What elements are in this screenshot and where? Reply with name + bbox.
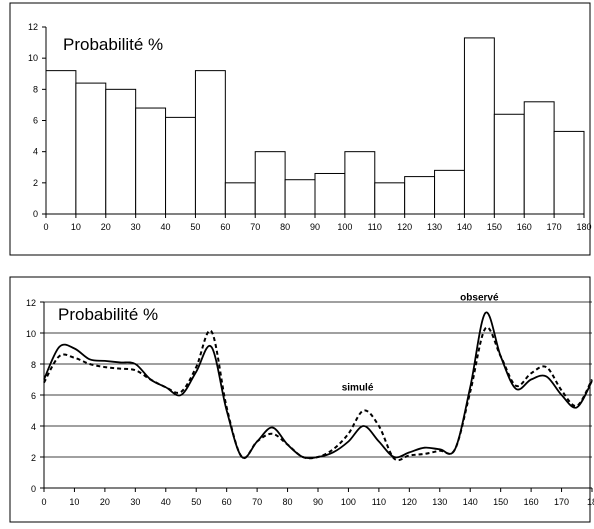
histogram-x-tick-label: 140 xyxy=(457,222,472,232)
histogram-bar xyxy=(523,101,555,215)
line-chart-y-tick-label: 12 xyxy=(26,298,36,308)
line-chart-x-tick-label: 160 xyxy=(524,497,539,507)
line-chart-annotation: observé xyxy=(460,292,499,303)
line-chart-y-tick-label: 8 xyxy=(31,360,36,370)
histogram-y-tick-label: 8 xyxy=(33,84,38,94)
histogram-bar xyxy=(404,176,436,215)
histogram-x-tick-label: 80 xyxy=(280,222,290,232)
histogram-title: Probabilité % xyxy=(63,35,163,54)
histogram-x-tick-label: 20 xyxy=(101,222,111,232)
line-chart-y-tick-label: 4 xyxy=(31,422,36,432)
line-chart-axes xyxy=(40,301,593,492)
histogram-bar xyxy=(434,169,465,215)
histogram-bar xyxy=(254,151,286,215)
histogram-y-tick-label: 4 xyxy=(33,147,38,157)
line-chart-y-tick-label: 2 xyxy=(31,453,36,463)
line-chart-frame xyxy=(9,276,591,523)
line-chart-x-tick-label: 18 xyxy=(587,497,594,507)
histogram-bar xyxy=(75,82,107,215)
histogram-y-tick-label: 0 xyxy=(33,209,38,219)
line-chart-x-tick-label: 60 xyxy=(222,497,232,507)
histogram-x-tick-label: 100 xyxy=(337,222,352,232)
line-chart-x-tick-label: 10 xyxy=(69,497,79,507)
histogram-x-tick-label: 180 xyxy=(576,222,591,232)
histogram-x-tick-label: 130 xyxy=(427,222,442,232)
histogram-bar xyxy=(344,151,376,215)
histogram-bar xyxy=(463,37,495,215)
line-chart-series xyxy=(43,311,593,462)
histogram-x-tick-label: 150 xyxy=(487,222,502,232)
line-chart-x-tick-label: 110 xyxy=(372,497,386,507)
histogram-bar xyxy=(314,172,346,215)
histogram-y-tick-label: 6 xyxy=(33,116,38,126)
histogram-y-tick-label: 10 xyxy=(28,53,38,63)
histogram-x-tick-label: 170 xyxy=(547,222,562,232)
histogram-x-tick-label: 160 xyxy=(517,222,532,232)
line-chart-title: Probabilité % xyxy=(58,305,158,324)
line-chart-y-tick-label: 10 xyxy=(26,329,36,339)
line-chart-y-tick-label: 6 xyxy=(31,391,36,401)
line-chart-x-tick-label: 70 xyxy=(252,497,262,507)
line-chart-x-tick-label: 20 xyxy=(100,497,110,507)
histogram-x-tick-label: 30 xyxy=(131,222,141,232)
line-chart-x-tick-label: 90 xyxy=(313,497,323,507)
histogram-x-tick-label: 120 xyxy=(397,222,412,232)
histogram-bar xyxy=(284,179,316,215)
histogram-bar xyxy=(105,88,137,215)
histogram-x-tick-label: 60 xyxy=(220,222,230,232)
line-chart-x-tick-label: 30 xyxy=(130,497,140,507)
line-chart-y-tick-label: 0 xyxy=(31,484,36,494)
histogram-y-tick-label: 12 xyxy=(28,22,38,32)
histogram-bar xyxy=(374,182,406,215)
histogram-bar xyxy=(553,130,585,215)
line-chart-x-tick-label: 0 xyxy=(41,497,46,507)
line-chart-annotations: observé simulé xyxy=(342,292,499,393)
histogram-x-tick-label: 70 xyxy=(250,222,260,232)
histogram-y-tick-label: 2 xyxy=(33,178,38,188)
line-chart-x-tick-label: 100 xyxy=(341,497,356,507)
line-chart-x-tick-label: 150 xyxy=(493,497,508,507)
histogram-bar xyxy=(194,70,226,215)
histogram-bar xyxy=(493,113,525,215)
line-chart-x-tick-label: 50 xyxy=(191,497,201,507)
line-chart-x-tick-label: 80 xyxy=(283,497,293,507)
histogram-x-tick-label: 10 xyxy=(71,222,81,232)
line-chart-x-tick-label: 140 xyxy=(463,497,478,507)
histogram-x-tick-label: 50 xyxy=(190,222,200,232)
histogram-x-tick-label: 90 xyxy=(310,222,320,232)
line-chart-x-tick-label: 120 xyxy=(402,497,417,507)
line-chart-annotation: simulé xyxy=(342,382,374,393)
histogram-x-tick-label: 110 xyxy=(368,222,382,232)
histogram-bar xyxy=(224,182,256,215)
histogram-bar xyxy=(135,107,167,215)
histogram-bar xyxy=(45,70,77,215)
histogram-bar xyxy=(165,116,196,215)
histogram-x-tick-label: 0 xyxy=(43,222,48,232)
line-chart-x-tick-label: 40 xyxy=(161,497,171,507)
simule-series-line xyxy=(43,326,593,462)
line-chart-x-tick-label: 130 xyxy=(432,497,447,507)
line-chart-x-tick-label: 170 xyxy=(554,497,569,507)
histogram-bars xyxy=(45,37,585,215)
histogram-x-tick-label: 40 xyxy=(161,222,171,232)
